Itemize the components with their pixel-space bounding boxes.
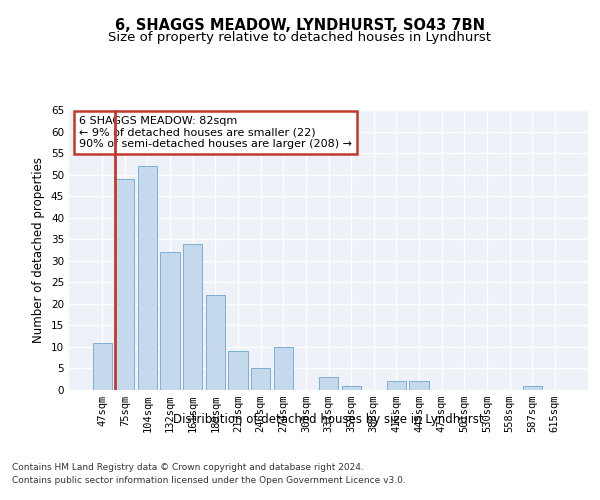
Text: Size of property relative to detached houses in Lyndhurst: Size of property relative to detached ho… — [109, 31, 491, 44]
Bar — [387, 382, 406, 390]
Bar — [92, 342, 112, 390]
Bar — [183, 244, 202, 390]
Bar — [319, 377, 338, 390]
Text: Contains HM Land Registry data © Crown copyright and database right 2024.: Contains HM Land Registry data © Crown c… — [12, 464, 364, 472]
Bar — [274, 347, 293, 390]
Text: Distribution of detached houses by size in Lyndhurst: Distribution of detached houses by size … — [173, 412, 484, 426]
Bar — [523, 386, 542, 390]
Bar — [206, 295, 225, 390]
Text: Contains public sector information licensed under the Open Government Licence v3: Contains public sector information licen… — [12, 476, 406, 485]
Bar — [138, 166, 157, 390]
Bar — [229, 351, 248, 390]
Bar — [409, 382, 428, 390]
Y-axis label: Number of detached properties: Number of detached properties — [32, 157, 46, 343]
Bar — [115, 179, 134, 390]
Text: 6 SHAGGS MEADOW: 82sqm
← 9% of detached houses are smaller (22)
90% of semi-deta: 6 SHAGGS MEADOW: 82sqm ← 9% of detached … — [79, 116, 352, 149]
Text: 6, SHAGGS MEADOW, LYNDHURST, SO43 7BN: 6, SHAGGS MEADOW, LYNDHURST, SO43 7BN — [115, 18, 485, 32]
Bar — [160, 252, 180, 390]
Bar — [341, 386, 361, 390]
Bar — [251, 368, 270, 390]
